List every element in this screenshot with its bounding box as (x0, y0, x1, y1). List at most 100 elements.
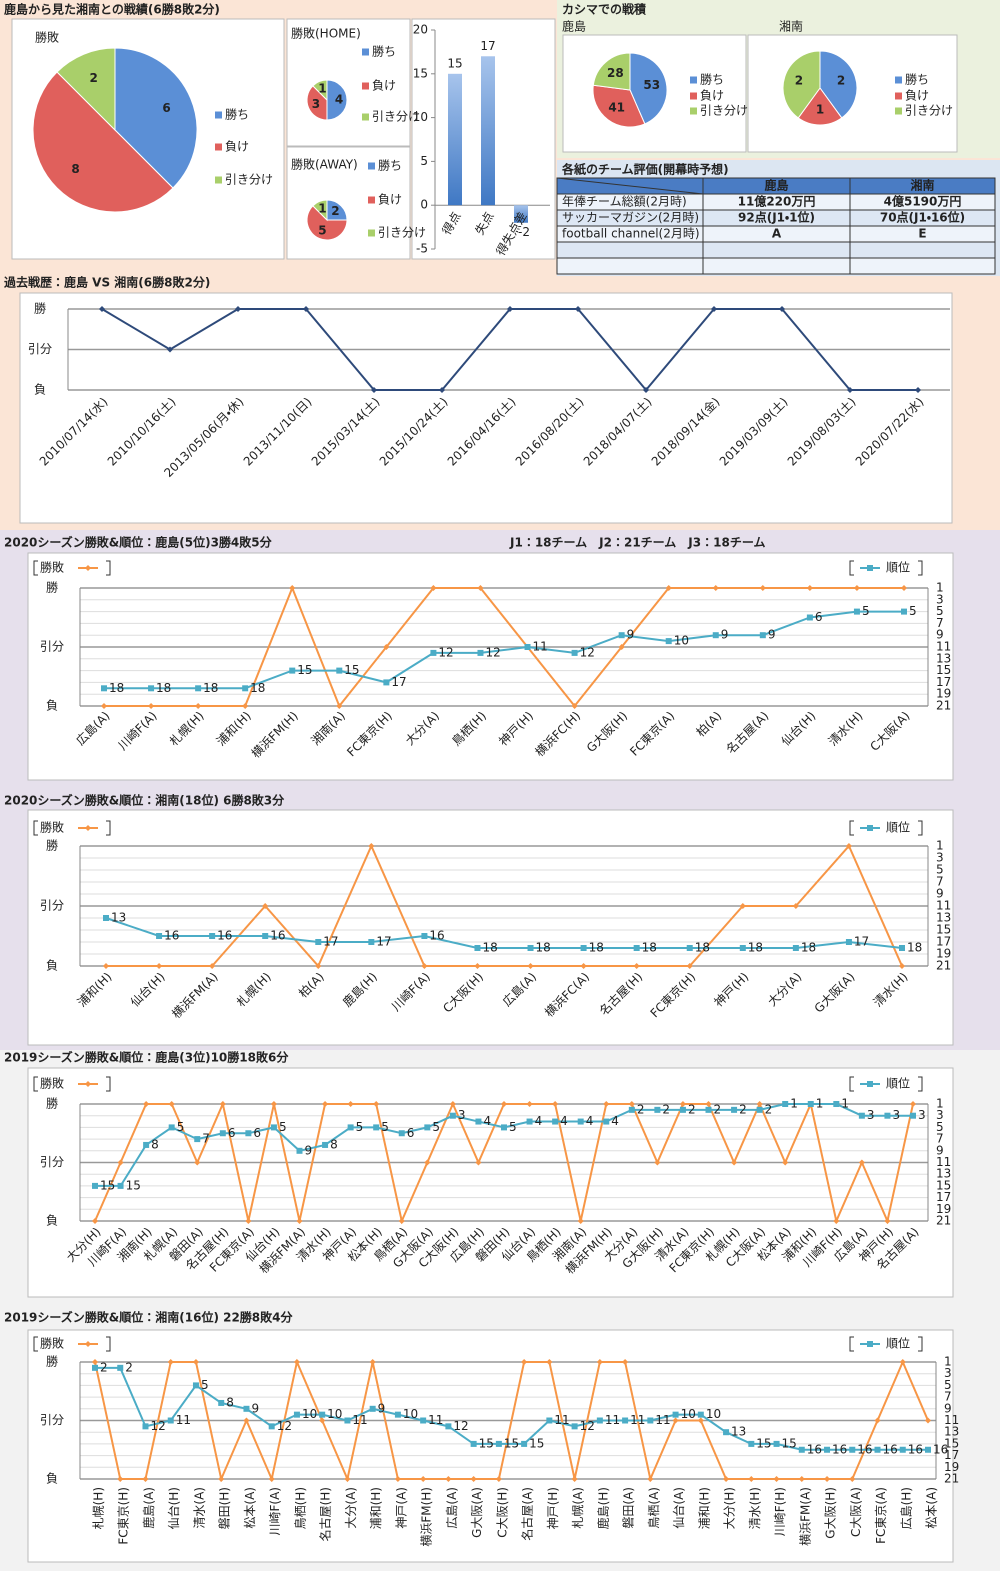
chart-title: 2020シーズン勝敗&順位：湘南(18位) 6勝8敗3分 (4, 793, 285, 808)
y-tick-label: 負 (34, 383, 46, 397)
data-label: 13 (111, 911, 126, 925)
data-label: 4 (335, 93, 343, 107)
data-label: 1 (841, 1097, 849, 1111)
marker (899, 1446, 906, 1453)
marker (167, 1359, 174, 1365)
marker (773, 1476, 780, 1482)
data-label: 2 (837, 74, 845, 88)
legend-marker (85, 825, 91, 831)
y2-tick-label: 3 (936, 592, 944, 606)
y2-tick-label: 9 (936, 887, 944, 901)
marker (806, 614, 813, 621)
marker (477, 649, 484, 656)
pie-slice (629, 52, 668, 125)
data-label: 5 (177, 1120, 185, 1134)
legend-bracket (106, 820, 111, 836)
marker (92, 1359, 98, 1365)
legend-label: 順位 (886, 561, 910, 575)
y2-tick-label: 1 (936, 1097, 944, 1111)
y2-tick-label: 17 (936, 1190, 951, 1204)
marker (209, 933, 216, 939)
marker (874, 1446, 881, 1453)
data-label: 9 (305, 1143, 313, 1157)
bar (481, 56, 495, 206)
marker (679, 1101, 686, 1107)
x-tick-label: G大阪(A) (470, 1487, 484, 1538)
legend-label: 引き分け (372, 110, 420, 124)
marker (679, 1106, 686, 1113)
marker (268, 1476, 275, 1482)
legend-label: 負け (225, 140, 249, 154)
marker (296, 1147, 303, 1154)
marker (347, 1124, 354, 1131)
data-label: 2 (739, 1102, 747, 1116)
x-tick-label: 横浜FM(H) (420, 1487, 434, 1547)
x-tick-label: 仙台(H) (166, 1487, 181, 1529)
legend-swatch (895, 76, 902, 84)
data-label: 18 (801, 941, 816, 955)
marker (99, 306, 105, 312)
x-tick-label: 清水(A) (192, 1487, 206, 1529)
table-cell: football channel(2月時) (562, 227, 700, 241)
y-tick-label: 引分 (40, 1155, 64, 1169)
pie-slice (592, 84, 646, 128)
marker (824, 1446, 831, 1453)
pie-slice (326, 199, 348, 221)
marker (168, 1124, 175, 1131)
data-label: 15 (529, 1436, 544, 1450)
pie-slice (782, 50, 821, 119)
marker (546, 1359, 553, 1365)
marker (296, 1218, 303, 1224)
y2-tick-label: 13 (936, 1167, 951, 1181)
data-label: 12 (453, 1419, 468, 1433)
marker (148, 703, 155, 709)
marker (344, 1417, 351, 1424)
data-label: 11 (605, 1413, 620, 1427)
data-label: 15 (297, 663, 312, 677)
data-label: 11 (352, 1413, 367, 1427)
x-tick-label: 川崎F(H) (773, 1487, 787, 1536)
x-tick-label: 鹿島(A) (141, 1487, 156, 1529)
marker (449, 1112, 456, 1119)
marker (633, 945, 640, 951)
y-tick-label: 負 (46, 699, 58, 713)
data-label: 1 (790, 1097, 798, 1111)
data-label: 10 (327, 1407, 342, 1421)
legend-marker (867, 1081, 873, 1087)
pie-title: 勝敗 (35, 30, 59, 45)
marker (156, 933, 163, 939)
marker (344, 1476, 351, 1482)
marker (474, 945, 481, 951)
y2-tick-label: 17 (936, 675, 951, 689)
marker (833, 1101, 840, 1107)
data-label: 5 (279, 1120, 287, 1134)
marker (168, 1101, 175, 1107)
legend-swatch (690, 107, 697, 115)
data-label: 17 (391, 675, 406, 689)
data-label: 53 (643, 78, 660, 92)
table-cell: 11億220万円 (738, 194, 816, 209)
marker (849, 1446, 856, 1453)
marker (575, 306, 581, 312)
y-tick-label: 引分 (40, 899, 64, 913)
marker (219, 1101, 226, 1107)
legend-bracket (33, 1336, 38, 1352)
marker (874, 1417, 881, 1424)
x-tick-label: 松本(A) (243, 1487, 257, 1529)
data-label: 18 (907, 941, 922, 955)
marker (853, 608, 860, 615)
panel (27, 1067, 954, 1298)
legend-label: 勝ち (372, 44, 396, 59)
legend-label: 順位 (886, 1077, 910, 1091)
marker (336, 703, 343, 709)
marker (369, 1405, 376, 1412)
marker (759, 632, 766, 639)
marker (571, 703, 578, 709)
data-label: 6 (407, 1126, 415, 1140)
legend-bracket (849, 1336, 854, 1352)
marker (420, 1417, 427, 1424)
marker (315, 939, 322, 945)
y2-tick-label: 19 (936, 687, 951, 701)
x-tick-label: 磐田(H) (218, 1487, 232, 1529)
legend-label: 負け (378, 193, 402, 207)
